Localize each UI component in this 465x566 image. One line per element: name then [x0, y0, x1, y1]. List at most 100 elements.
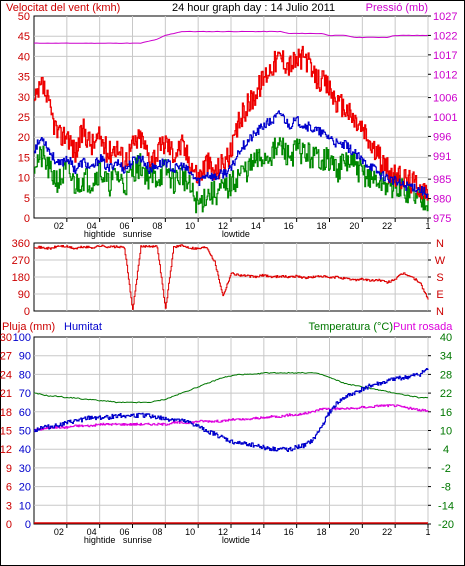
y-tick-label: -20 — [438, 519, 454, 531]
time-tick-label: 1 — [425, 221, 430, 231]
y-tick-label: 80 — [19, 369, 31, 381]
y-tick-label: 360 — [12, 238, 30, 250]
y-tick-label: 22 — [440, 388, 452, 400]
time-tick-label: 12 — [218, 221, 228, 231]
pressure-line — [33, 30, 429, 44]
y-tick-label: 980 — [433, 194, 451, 206]
time-event-label: sunrise — [123, 229, 152, 239]
time-tick-label: 22 — [382, 527, 392, 537]
time-tick-label: 12 — [218, 527, 228, 537]
y-tick-label: E — [436, 289, 443, 301]
y-tick-label: 996 — [433, 131, 451, 143]
y-tick-label: W — [435, 255, 446, 267]
y-tick-label: 0 — [24, 213, 30, 225]
time-event-label: lowtide — [222, 229, 250, 239]
wind-series — [33, 30, 429, 214]
y-tick-label: -14 — [438, 500, 454, 512]
y-tick-label: 30 — [19, 463, 31, 475]
time-tick-label: 16 — [284, 221, 294, 231]
y-tick-label: 5 — [24, 193, 30, 205]
y-tick-label: 9 — [6, 463, 12, 475]
temp-grid — [34, 337, 429, 524]
time-tick-label: 02 — [54, 527, 64, 537]
time-tick-label: 22 — [382, 221, 392, 231]
y-tick-label: 1012 — [433, 69, 457, 81]
y-tick-label: -8 — [441, 482, 451, 494]
y-tick-label: 0 — [25, 519, 31, 531]
time-event-label: sunrise — [123, 535, 152, 545]
y-tick-label: 15 — [0, 426, 12, 438]
y-tick-label: 4 — [443, 444, 449, 456]
y-tick-label: 1027 — [433, 11, 457, 23]
y-tick-label: 1017 — [433, 50, 457, 62]
y-tick-label: 100 — [13, 332, 31, 344]
y-tick-label: 50 — [18, 11, 30, 23]
temp-humidity-panel: 0369121518212427300102030405060708090100… — [0, 332, 454, 545]
y-tick-label: 40 — [440, 332, 452, 344]
time-tick-label: 20 — [349, 527, 359, 537]
time-tick-label: 06 — [120, 221, 130, 231]
y-tick-label: 27 — [0, 351, 12, 363]
humidity-axis-title: Humitat — [64, 321, 102, 333]
time-tick-label: 1 — [425, 527, 430, 537]
y-tick-label: 34 — [440, 351, 452, 363]
y-tick-label: -2 — [441, 463, 451, 475]
y-tick-label: 1022 — [433, 30, 457, 42]
y-tick-label: 30 — [0, 332, 12, 344]
time-tick-label: 08 — [152, 221, 162, 231]
y-tick-label: 16 — [440, 407, 452, 419]
time-tick-label: 08 — [152, 527, 162, 537]
y-tick-label: 270 — [12, 255, 30, 267]
rain-axis-title: Pluja (mm) — [2, 321, 55, 333]
time-tick-label: 04 — [87, 221, 97, 231]
time-tick-label: 04 — [87, 527, 97, 537]
time-event-label: hightide — [84, 535, 116, 545]
time-tick-label: 14 — [251, 221, 261, 231]
direction-grid — [34, 243, 429, 311]
y-tick-label: 40 — [19, 444, 31, 456]
y-tick-label: 10 — [440, 426, 452, 438]
y-tick-label: 35 — [18, 72, 30, 84]
y-tick-label: 50 — [19, 426, 31, 438]
y-tick-label: 20 — [18, 132, 30, 144]
y-tick-label: 3 — [6, 500, 12, 512]
time-tick-label: 14 — [251, 527, 261, 537]
y-tick-label: 6 — [6, 482, 12, 494]
temp-series — [33, 367, 429, 524]
y-tick-label: 24 — [0, 369, 12, 381]
time-tick-label: 10 — [185, 527, 195, 537]
chart-title: 24 hour graph day : 14 Julio 2011 — [172, 2, 335, 14]
y-tick-label: 30 — [18, 92, 30, 104]
time-tick-label: 18 — [317, 221, 327, 231]
time-event-label: lowtide — [222, 535, 250, 545]
time-event-label: hightide — [84, 229, 116, 239]
temp-axes: 0369121518212427300102030405060708090100… — [0, 332, 454, 545]
y-tick-label: 0 — [24, 306, 30, 318]
wind-axis-title: Velocitat del vent (kmh) — [6, 2, 120, 14]
humidity-line — [34, 367, 429, 452]
time-tick-label: 06 — [120, 527, 130, 537]
y-tick-label: 975 — [433, 213, 451, 225]
wind-avg-line — [34, 110, 429, 199]
temperature-axis-title: Temperatura (°C) — [309, 321, 393, 333]
time-tick-label: 16 — [284, 527, 294, 537]
y-tick-label: 90 — [18, 289, 30, 301]
y-tick-label: 0 — [6, 519, 12, 531]
dewpoint-line — [34, 404, 429, 432]
y-tick-label: 10 — [19, 500, 31, 512]
y-tick-label: 21 — [0, 388, 12, 400]
time-tick-label: 10 — [185, 221, 195, 231]
dewpoint-axis-title: Punt rosada — [393, 321, 453, 333]
time-tick-label: 20 — [349, 221, 359, 231]
y-tick-label: 60 — [19, 407, 31, 419]
y-tick-label: N — [436, 238, 444, 250]
time-tick-label: 18 — [317, 527, 327, 537]
y-tick-label: 991 — [433, 151, 451, 163]
y-tick-label: 12 — [0, 444, 12, 456]
y-tick-label: 1006 — [433, 93, 457, 105]
y-tick-label: S — [436, 272, 443, 284]
wind-gust-line — [34, 45, 429, 201]
